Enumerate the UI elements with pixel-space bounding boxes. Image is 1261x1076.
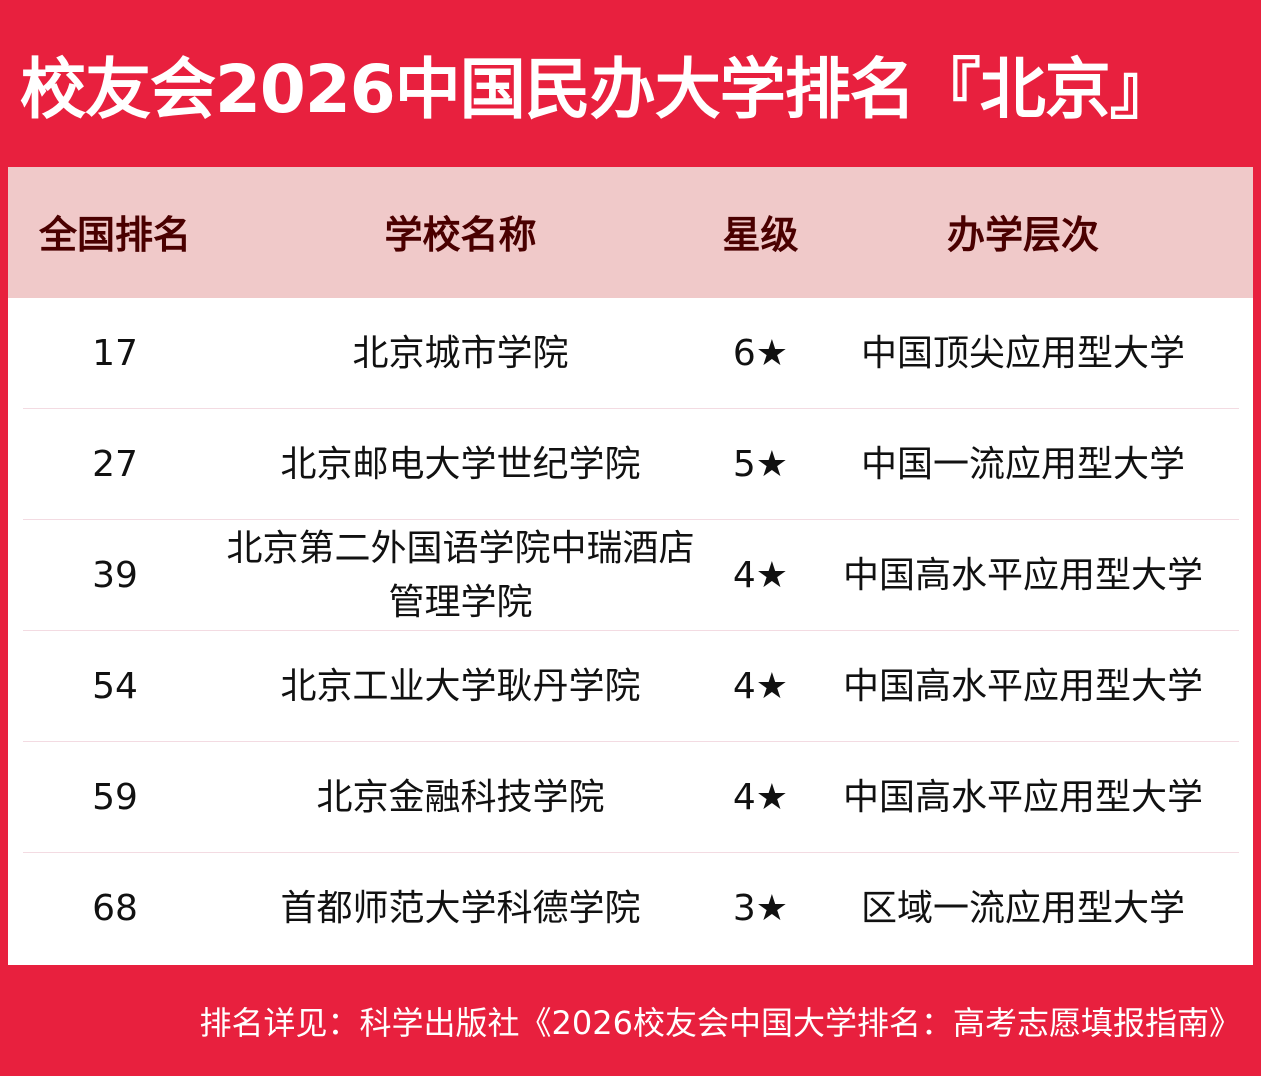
school-name-cell: 北京金融科技学院: [316, 776, 605, 818]
header-school-name: 学校名称: [384, 213, 537, 257]
row-divider: [23, 741, 1239, 742]
level-cell: 中国顶尖应用型大学: [860, 332, 1185, 374]
page-title: 校友会2026中国民办大学排名『北京』: [20, 51, 1176, 128]
stars-cell: 4★: [732, 665, 789, 707]
ranking-table: 全国排名 学校名称 星级 办学层次 17 北京城市学院 6★ 中国顶尖应用型大学 27 北…: [8, 167, 1253, 965]
table-row: 27 北京邮电大学世纪学院 5★ 中国一流应用型大学: [8, 409, 1253, 520]
header-rank: 全国排名: [38, 213, 191, 257]
row-divider: [23, 408, 1239, 409]
table-row: 17 北京城市学院 6★ 中国顶尖应用型大学: [8, 298, 1253, 409]
school-name-cell: 北京城市学院: [352, 332, 569, 374]
stars-cell: 4★: [732, 776, 789, 818]
level-cell: 中国一流应用型大学: [860, 443, 1185, 485]
school-name-cell: 首都师范大学科德学院: [280, 887, 641, 929]
level-cell: 区域一流应用型大学: [860, 887, 1185, 929]
header-level: 办学层次: [946, 213, 1099, 257]
table-row: 68 首都师范大学科德学院 3★ 区域一流应用型大学: [8, 853, 1253, 964]
header-stars: 星级: [722, 213, 799, 257]
row-divider: [23, 630, 1239, 631]
school-name-cell: 北京工业大学耿丹学院: [280, 665, 641, 707]
stars-cell: 3★: [732, 887, 789, 929]
school-name-cell: 北京邮电大学世纪学院: [280, 443, 641, 485]
rank-cell: 27: [92, 443, 138, 485]
stars-cell: 5★: [732, 443, 789, 485]
school-name-cell: 北京第二外国语学院中瑞酒店管理学院: [226, 527, 695, 623]
source-note: 排名详见：科学出版社《2026校友会中国大学排名：高考志愿填报指南》: [199, 1004, 1241, 1042]
level-cell: 中国高水平应用型大学: [842, 665, 1203, 707]
rank-cell: 59: [92, 776, 138, 818]
stars-cell: 4★: [732, 554, 789, 596]
rank-cell: 68: [92, 887, 138, 929]
row-divider: [23, 852, 1239, 853]
level-cell: 中国高水平应用型大学: [842, 554, 1203, 596]
rank-cell: 39: [92, 554, 138, 596]
rank-cell: 17: [92, 332, 138, 374]
table-header: 全国排名 学校名称 星级 办学层次: [8, 167, 1253, 298]
rank-cell: 54: [92, 665, 138, 707]
stars-cell: 6★: [732, 332, 789, 374]
table-row: 59 北京金融科技学院 4★ 中国高水平应用型大学: [8, 742, 1253, 853]
level-cell: 中国高水平应用型大学: [842, 776, 1203, 818]
table-row: 54 北京工业大学耿丹学院 4★ 中国高水平应用型大学: [8, 631, 1253, 742]
table-row: 39 北京第二外国语学院中瑞酒店管理学院 4★ 中国高水平应用型大学: [8, 520, 1253, 631]
row-divider: [23, 519, 1239, 520]
